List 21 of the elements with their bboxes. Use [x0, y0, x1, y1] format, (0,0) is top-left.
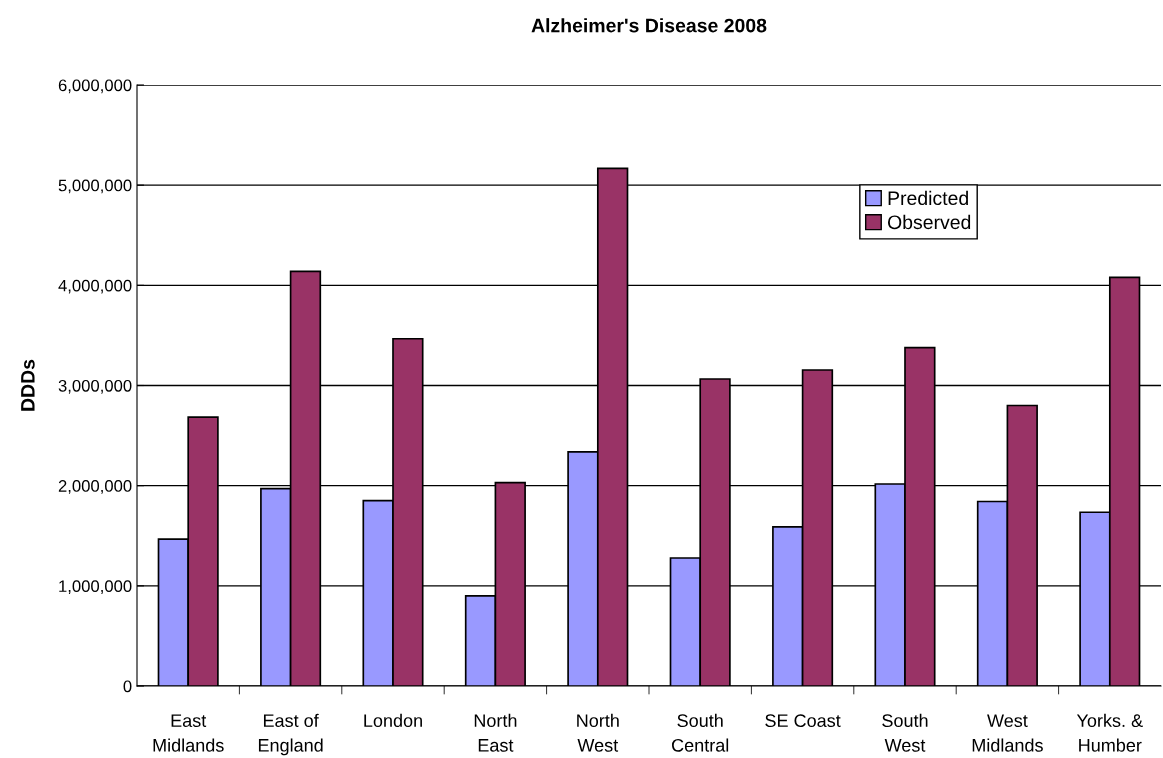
x-tick-label: East Midlands [153, 714, 224, 752]
x-tick-label: South West [882, 713, 928, 752]
y-tick-label: 1,000,000 [59, 580, 132, 595]
x-tick-label: North West [577, 713, 619, 752]
legend-label: Predicted [888, 190, 968, 206]
legend-label: Observed [887, 214, 971, 230]
x-tick-label: Yorks. & Humber [1076, 713, 1143, 752]
y-tick-label: 4,000,000 [58, 279, 132, 294]
y-tick-label: 3,000,000 [58, 379, 132, 394]
x-tick-label: North East [474, 713, 517, 752]
x-tick-label: South Central [672, 713, 729, 752]
y-tick-label: 2,000,000 [58, 480, 132, 494]
y-tick-label: 0 [123, 680, 132, 693]
y-tick-label: 5,000,000 [58, 179, 132, 194]
x-tick-label: SE Coast [765, 714, 841, 728]
chart-title: Alzheimer's Disease 2008 [531, 18, 767, 33]
y-tick-label: 6,000,000 [58, 79, 132, 94]
x-tick-label: East of England [258, 713, 323, 756]
x-tick-label: West Midlands [972, 714, 1043, 752]
y-axis-title: DDDs [21, 359, 35, 411]
x-tick-label: London [364, 713, 422, 728]
